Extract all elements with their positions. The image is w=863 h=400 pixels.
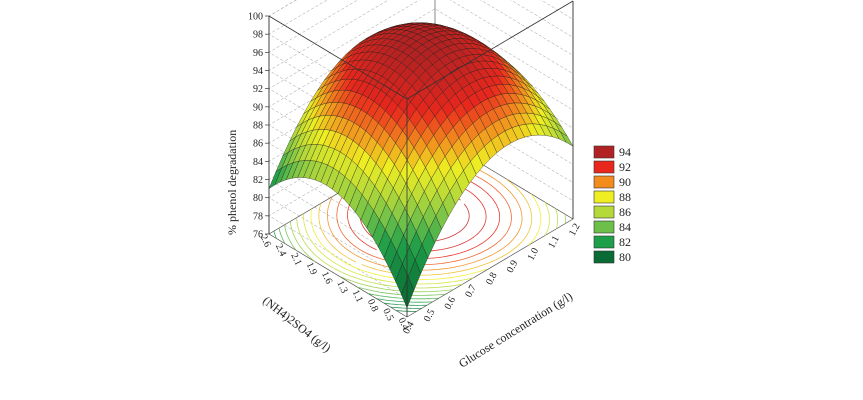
x-tick-label: 0.8 [484,271,500,287]
legend-swatch [593,145,615,159]
legend-swatch [593,250,615,264]
surface-patch [401,276,415,309]
response-surface [268,22,574,309]
x-tick-label: 1.1 [546,234,562,250]
z-axis-ticks: 100 98 96 94 92 90 88 86 84 82 80 78 76 [248,12,269,241]
z-tick-label: 94 [253,66,263,77]
x-axis-ticks: 0.4 0.5 0.60.7 0.8 0.9 1.01.1 1.2 [401,222,583,336]
legend-swatch [593,190,615,204]
contour-line [273,230,433,303]
z-tick-label: 88 [253,121,263,132]
legend-label: 80 [619,250,631,264]
legend-label: 86 [619,205,631,219]
z-tick-label: 92 [253,84,263,95]
y-tick-label: 2.1 [288,251,303,267]
x-tick-label: 0.7 [463,283,479,299]
z-tick-label: 90 [253,102,263,113]
y-tick-label: 1.9 [304,261,319,277]
contour-line [390,306,422,309]
z-axis-title: % phenol degradation [225,130,239,235]
z-tick-label: 98 [253,30,263,41]
y-tick-label: 0.4 [396,316,411,332]
legend-swatch [593,205,615,219]
z-tick-label: 100 [248,12,263,23]
y-tick-label: 2.6 [258,233,273,249]
z-tick-label: 96 [253,48,263,59]
legend-label: 90 [619,175,631,189]
y-axis-title: (NH4)2SO4 (g/l) [260,293,333,355]
box-front-edge [406,0,574,100]
y-tick-label: 1.3 [334,279,349,295]
z-tick-label: 76 [253,230,263,241]
legend-label: 92 [619,160,631,174]
contour-line [396,310,417,312]
z-tick-label: 78 [253,211,263,222]
legend-swatch [593,220,615,234]
y-tick-label: 1.6 [319,270,334,286]
legend-swatch [593,235,615,249]
y-axis-ticks: 0.40.50.81.11.31.61.92.12.42.6 [258,233,411,332]
x-tick-label: 0.4 [401,320,417,336]
y-tick-label: 0.5 [380,307,395,323]
z-tick-label: 80 [253,193,263,204]
x-tick-label: 0.6 [443,295,459,311]
x-tick-label: 1.2 [567,222,583,238]
legend-swatch [593,160,615,174]
x-tick-label: 1.0 [526,246,542,262]
legend-label: 94 [619,145,631,159]
z-tick-label: 84 [253,157,263,168]
y-tick-label: 2.4 [273,242,288,258]
legend-label: 88 [619,190,631,204]
y-tick-label: 1.1 [350,288,365,304]
legend-label: 84 [619,220,631,234]
box-front-edge [268,15,408,100]
y-tick-label: 0.8 [365,298,380,314]
z-tick-label: 82 [253,175,263,186]
legend-swatch [593,175,615,189]
x-axis-title: Glucose concentration (g/l) [456,289,575,370]
x-tick-label: 0.5 [422,308,438,324]
legend-label: 82 [619,235,631,249]
z-tick-label: 86 [253,139,263,150]
x-tick-label: 0.9 [505,259,521,275]
